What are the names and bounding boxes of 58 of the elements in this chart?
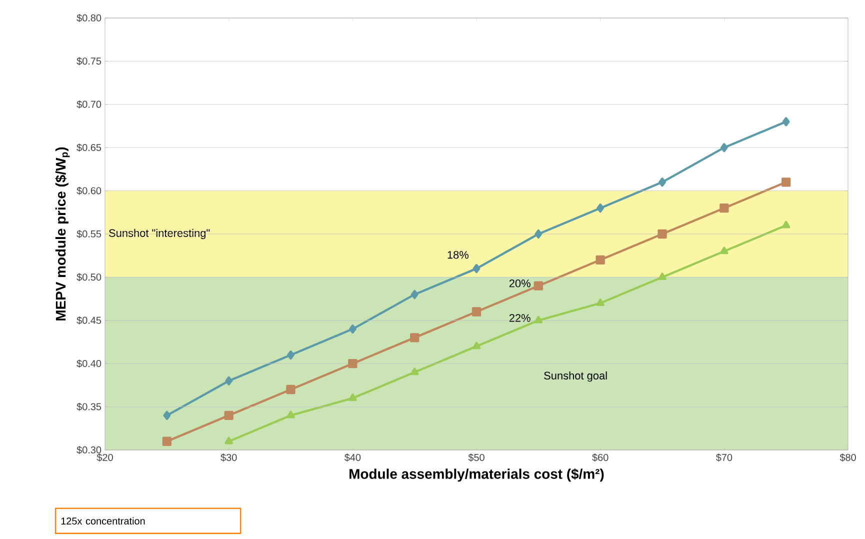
point	[782, 178, 791, 187]
point	[658, 272, 666, 280]
point	[224, 436, 233, 444]
point	[348, 359, 358, 368]
y-axis-title: MEPV module price ($/W$_{p}$)	[55, 147, 70, 320]
series-label: 22%	[509, 314, 530, 322]
point	[348, 324, 356, 334]
point	[162, 436, 172, 446]
point	[225, 376, 233, 386]
point	[720, 246, 728, 254]
y-tick-label: $0.70	[76, 100, 102, 108]
point	[720, 143, 728, 152]
y-tick-label: $0.75	[76, 57, 102, 66]
series-label: 18%	[448, 250, 468, 259]
y-tick-label: $0.80	[76, 14, 102, 22]
y-tick-label: $0.65	[76, 144, 102, 152]
text: 125x concentration	[61, 517, 145, 525]
point	[472, 342, 481, 350]
x-tick-label: $60	[592, 454, 608, 462]
point	[472, 307, 482, 316]
point	[286, 384, 296, 394]
point	[596, 298, 604, 306]
x-tick-label: $70	[716, 454, 732, 462]
y-tick-label: $0.40	[76, 360, 102, 368]
point	[658, 229, 667, 239]
point	[658, 178, 666, 187]
series-label: 20%	[509, 279, 530, 288]
y-tick-label: $0.35	[76, 402, 102, 411]
point	[410, 368, 419, 376]
x-axis-title: Module assembly/materials cost ($/m²)	[350, 468, 604, 482]
band-label: Sunshot "interesting"	[109, 228, 210, 240]
x-tick-label: $30	[220, 454, 237, 462]
x-tick-label: $80	[840, 454, 856, 462]
y-tick-label: $0.50	[76, 273, 102, 282]
point	[287, 350, 294, 360]
point	[596, 204, 604, 213]
y-tick-label: $0.55	[76, 230, 102, 238]
point	[286, 410, 295, 418]
point	[348, 394, 357, 401]
point	[410, 333, 420, 342]
y-tick-label: $0.45	[76, 316, 102, 324]
point	[534, 281, 543, 290]
band-label: Sunshot goal	[544, 371, 607, 382]
point	[782, 117, 790, 126]
point	[596, 255, 605, 264]
y-tick-label: $0.60	[76, 186, 102, 195]
point	[534, 229, 542, 239]
point	[410, 290, 418, 300]
point	[163, 410, 171, 420]
x-tick-label: $50	[468, 454, 484, 462]
x-tick-label: $40	[344, 454, 361, 462]
y-tick-label: $0.30	[76, 446, 102, 454]
point	[782, 220, 790, 228]
point	[720, 203, 729, 213]
point	[472, 264, 480, 274]
point	[534, 316, 543, 324]
point	[224, 410, 234, 420]
x-tick-label: $20	[96, 454, 113, 462]
